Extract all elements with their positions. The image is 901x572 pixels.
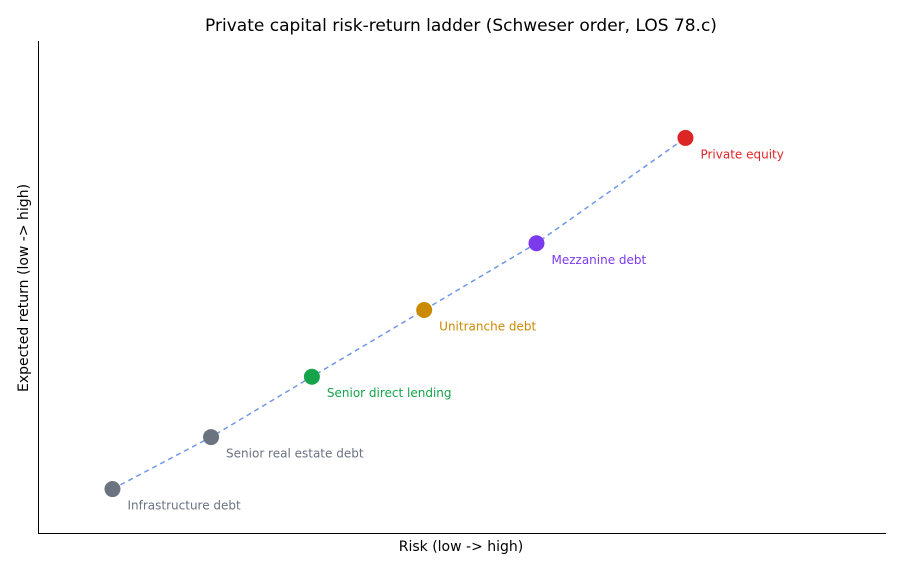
point — [303, 368, 320, 385]
point-label: Mezzanine debt — [551, 253, 646, 267]
y-axis-label: Expected return (low -> high) — [16, 184, 32, 392]
point-label: Unitranche debt — [439, 319, 536, 333]
trend-line — [112, 137, 686, 490]
point — [416, 301, 433, 318]
point — [677, 129, 694, 146]
point-label: Private equity — [700, 147, 783, 161]
point-label: Senior direct lending — [327, 386, 452, 400]
point-label: Infrastructure debt — [127, 499, 241, 513]
point — [528, 235, 545, 252]
point-label: Senior real estate debt — [226, 447, 364, 461]
point — [104, 481, 121, 498]
x-axis-label: Risk (low -> high) — [399, 539, 524, 555]
point — [203, 429, 220, 446]
chart-title: Private capital risk-return ladder (Schw… — [205, 16, 717, 36]
